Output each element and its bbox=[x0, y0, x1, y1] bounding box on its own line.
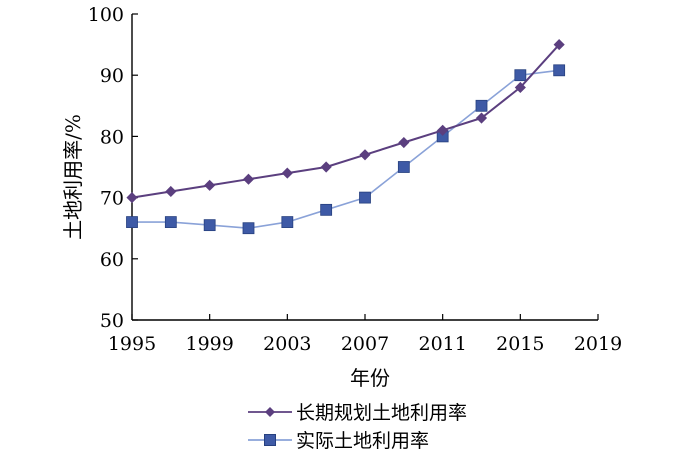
x-tick-label: 2019 bbox=[574, 333, 622, 355]
data-point-actual bbox=[281, 216, 294, 228]
x-axis-title: 年份 bbox=[350, 366, 390, 390]
y-tick-label: 100 bbox=[88, 4, 124, 26]
legend-item-planned: 长期规划土地利用率 bbox=[248, 402, 467, 424]
series-planned bbox=[126, 39, 565, 204]
data-point-planned bbox=[320, 161, 332, 173]
x-tick-label: 1999 bbox=[185, 333, 233, 355]
data-point-planned bbox=[553, 39, 565, 51]
legend-marker-square bbox=[264, 434, 276, 446]
series-layer bbox=[126, 39, 566, 235]
data-point-planned bbox=[359, 149, 371, 161]
x-tick-label: 2007 bbox=[341, 333, 389, 355]
data-point-planned bbox=[514, 81, 526, 94]
x-ticks: 1995 1999 2003 2007 2011 2015 2019 bbox=[108, 314, 622, 355]
data-point-actual bbox=[126, 216, 138, 228]
y-tick-label: 80 bbox=[100, 126, 124, 148]
y-ticks: 50 60 70 80 90 100 bbox=[88, 4, 138, 332]
y-axis-title: 土地利用率/% bbox=[61, 114, 85, 240]
series-line-planned bbox=[131, 43, 560, 199]
x-tick-label: 1995 bbox=[108, 333, 156, 355]
y-tick-label: 90 bbox=[100, 65, 124, 87]
data-point-planned bbox=[475, 112, 488, 124]
data-point-planned bbox=[165, 185, 177, 198]
data-point-planned bbox=[242, 173, 255, 185]
data-point-actual bbox=[320, 203, 333, 216]
legend-item-actual: 实际土地利用率 bbox=[248, 430, 429, 452]
data-point-actual bbox=[359, 191, 371, 204]
data-point-planned bbox=[281, 167, 293, 179]
axes: 50 60 70 80 90 100 1995 1999 2003 2007 2011 2015 20… bbox=[88, 4, 622, 355]
series-line-actual bbox=[132, 69, 560, 229]
y-tick-label: 60 bbox=[100, 249, 124, 271]
data-point-actual bbox=[553, 64, 566, 77]
x-tick-label: 2015 bbox=[496, 333, 544, 355]
legend-label-actual: 实际土地利用率 bbox=[296, 430, 429, 452]
series-actual bbox=[126, 64, 566, 235]
legend: 长期规划土地利用率 实际土地利用率 bbox=[248, 402, 467, 452]
data-point-planned bbox=[204, 179, 216, 191]
y-tick-label: 70 bbox=[100, 188, 124, 210]
data-point-actual bbox=[203, 219, 216, 232]
y-tick-label: 50 bbox=[100, 310, 124, 332]
data-point-planned bbox=[398, 136, 410, 149]
data-point-actual bbox=[514, 69, 527, 82]
data-point-planned bbox=[437, 124, 449, 136]
legend-label-planned: 长期规划土地利用率 bbox=[296, 402, 467, 424]
x-tick-label: 2003 bbox=[263, 333, 311, 355]
data-point-actual bbox=[242, 222, 255, 235]
data-point-actual bbox=[164, 216, 177, 228]
data-point-actual bbox=[475, 99, 488, 112]
x-tick-label: 2011 bbox=[418, 333, 466, 355]
data-point-planned bbox=[126, 192, 138, 204]
legend-marker-diamond bbox=[265, 407, 275, 417]
data-point-actual bbox=[397, 161, 410, 173]
